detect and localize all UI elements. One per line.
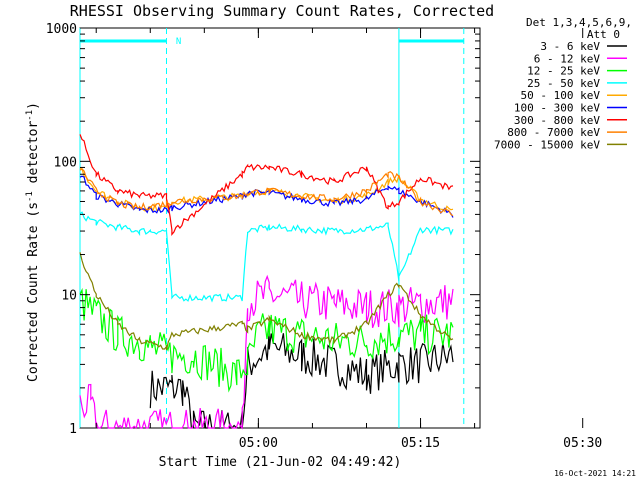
y-tick-label: 100 (54, 155, 77, 170)
y-axis-label-exp2: -1 (25, 110, 35, 121)
plot-content: N (79, 28, 465, 430)
y-tick-label: 1 (69, 422, 77, 437)
y-axis-label-exp1: -1 (25, 191, 35, 202)
series-line-7000-15000-kev (79, 252, 454, 351)
legend-label: 800 - 7000 keV (507, 126, 600, 139)
x-tick-label: 05:00 (239, 436, 278, 451)
series-line-100-300-kev (79, 175, 454, 218)
series-line-300-800-kev (79, 134, 454, 237)
y-axis-label: Corrected Count Rate (s-1 detector-1) (25, 102, 41, 382)
series-line-3-6-kev (149, 331, 454, 429)
night-marker-label: N (176, 37, 181, 47)
y-axis-label-main: Corrected Count Rate (s (26, 202, 41, 382)
legend-label: 12 - 25 keV (527, 65, 600, 78)
legend-label: 50 - 100 keV (521, 89, 601, 102)
x-tick-label: 05:30 (563, 436, 602, 451)
legend-label: 300 - 800 keV (514, 114, 600, 127)
x-axis-label: Start Time (21-Jun-02 04:49:42) (159, 455, 402, 470)
legend-label: 6 - 12 keV (534, 52, 601, 65)
series-line-800-7000-kev (79, 168, 454, 217)
legend-header-detectors: Det 1,3,4,5,6,9, (526, 16, 632, 29)
series-line-25-50-kev (79, 211, 454, 303)
y-tick-label: 1000 (46, 22, 77, 37)
legend-label: 7000 - 15000 keV (494, 138, 600, 151)
chart-title: RHESSI Observing Summary Count Rates, Co… (70, 2, 494, 20)
legend-label: 100 - 300 keV (514, 102, 600, 115)
y-axis-label-middle: detector (26, 121, 41, 192)
legend-label: 3 - 6 keV (540, 40, 600, 53)
x-tick-label: 05:15 (401, 436, 440, 451)
y-axis: 1 10 100 1000 (46, 22, 480, 437)
series-line-12-25-kev (79, 287, 454, 393)
legend-header-attenuator: Att 0 (587, 28, 620, 41)
footer-date: 16-Oct-2021 14:21 (554, 469, 636, 478)
series-line-6-12-kev (79, 274, 454, 430)
y-tick-label: 10 (61, 289, 77, 304)
y-axis-label-close: ) (26, 102, 41, 110)
legend-label: 25 - 50 keV (527, 77, 600, 90)
